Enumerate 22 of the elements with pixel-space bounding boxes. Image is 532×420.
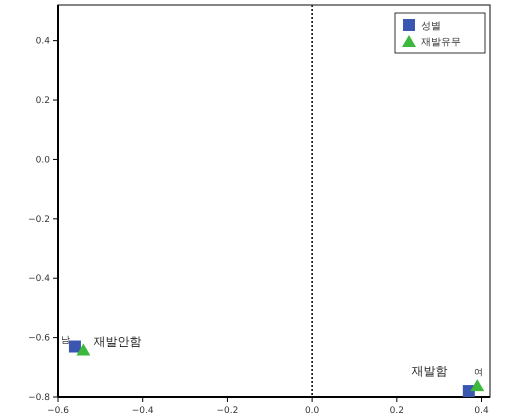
legend-label: 재발유무 [421,37,461,48]
y-tick-label: 0.0 [36,155,50,166]
x-tick-label: −0.4 [132,406,154,416]
annotation: 남 [60,336,70,346]
y-tick-label: −0.4 [28,274,50,284]
point [68,340,81,353]
x-tick-label: −0.2 [216,406,238,416]
y-tick-label: −0.8 [28,393,50,403]
annotation: 재발안함 [93,334,142,348]
y-tick-label: −0.2 [28,214,50,225]
point [76,343,90,356]
annotation: 여 [474,368,483,378]
y-tick-label: 0.2 [36,96,50,106]
y-tick-label: 0.4 [36,36,50,47]
x-tick-label: 0.2 [390,406,404,416]
x-tick-label: 0.0 [304,406,320,416]
legend-label: 성별 [421,21,441,32]
y-tick-label: −0.6 [28,334,50,344]
x-tick-label: −0.6 [47,406,70,416]
x-tick-label: 0.4 [474,406,489,416]
point [470,379,484,392]
annotation: 재발함 [411,364,448,378]
